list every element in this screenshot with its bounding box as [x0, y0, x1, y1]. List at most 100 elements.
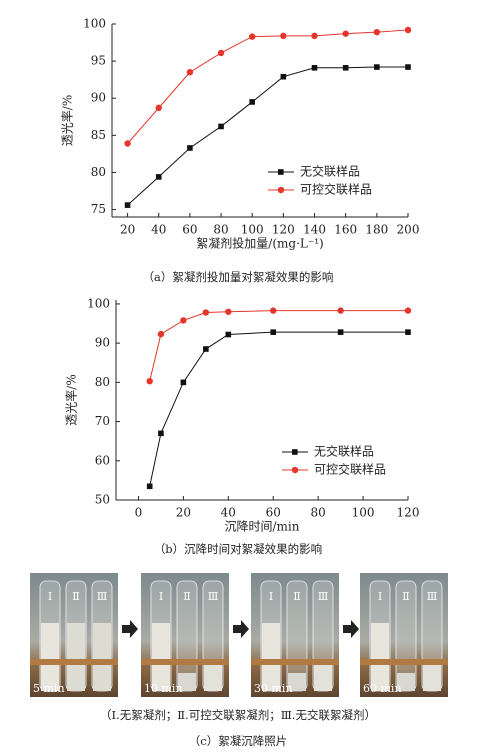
x-tick-label: 160: [334, 223, 357, 237]
marker: [311, 64, 318, 71]
liquid: [423, 663, 441, 691]
marker: [404, 26, 412, 34]
marker: [225, 331, 232, 338]
tube-label: Ⅱ: [183, 590, 190, 603]
legend-label: 可控交联样品: [314, 462, 386, 477]
marker: [270, 329, 277, 335]
marker: [337, 329, 344, 335]
marker: [218, 123, 224, 130]
marker: [155, 104, 162, 112]
legend-marker: [278, 169, 284, 175]
legend-label: 可控交联样品: [300, 182, 372, 197]
photo-time: 10 min: [144, 682, 183, 695]
marker: [225, 308, 232, 315]
liquid: [152, 623, 170, 691]
x-tick-label: 0: [135, 506, 143, 520]
y-tick-label: 100: [87, 296, 110, 310]
rack: [360, 659, 448, 665]
y-tick-label: 80: [91, 165, 106, 179]
series-line: [149, 310, 408, 382]
liquid: [397, 673, 415, 691]
marker: [202, 309, 210, 316]
marker: [124, 202, 131, 208]
marker: [217, 49, 225, 57]
x-tick-label: 180: [365, 223, 388, 237]
marker: [337, 307, 344, 314]
x-tick-label: 40: [151, 223, 166, 237]
x-tick-label: 100: [241, 223, 264, 237]
legend-label: 无交联样品: [300, 164, 360, 179]
x-axis-label: 沉降时间/min: [225, 520, 300, 534]
tube-label: Ⅲ: [97, 590, 108, 603]
marker: [342, 64, 349, 71]
y-axis-label: 透光率/%: [60, 95, 75, 146]
arrow: [233, 620, 249, 638]
y-tick-label: 85: [91, 128, 106, 142]
y-tick-label: 95: [91, 54, 106, 68]
series-line: [127, 29, 409, 144]
marker: [186, 69, 194, 76]
tube-label: Ⅰ: [48, 590, 52, 603]
marker: [124, 140, 131, 147]
arrow: [122, 620, 138, 638]
x-tick-label: 60: [182, 223, 197, 237]
marker: [373, 28, 381, 36]
liquid: [93, 623, 111, 691]
liquid: [288, 673, 306, 691]
legend-marker: [292, 449, 298, 455]
x-tick-label: 80: [311, 506, 326, 520]
y-tick-label: 90: [95, 336, 110, 350]
legend-marker: [277, 186, 285, 194]
x-tick-label: 120: [397, 506, 420, 520]
marker: [404, 307, 412, 314]
photo-caption: （c）絮凝沉降照片: [189, 734, 287, 748]
marker: [405, 64, 411, 70]
marker: [249, 33, 256, 40]
marker: [249, 99, 256, 105]
y-tick-label: 75: [91, 202, 106, 216]
marker: [280, 73, 287, 80]
y-tick-label: 60: [95, 453, 110, 467]
marker: [311, 32, 318, 40]
tube-label: Ⅰ: [159, 590, 163, 603]
x-tick-label: 140: [303, 223, 326, 237]
tube-label: Ⅰ: [269, 590, 273, 603]
x-tick-label: 100: [352, 506, 375, 520]
marker: [146, 483, 153, 490]
chart-caption: （b）沉降时间对絮凝效果的影响: [154, 542, 322, 556]
marker: [203, 346, 209, 352]
chart-caption: （a）絮凝剂投加量对絮凝效果的影响: [143, 270, 334, 284]
liquid: [314, 663, 332, 691]
liquid: [262, 623, 280, 691]
liquid: [178, 673, 196, 691]
marker: [180, 379, 187, 386]
x-tick-label: 120: [272, 223, 295, 237]
liquid: [371, 623, 389, 691]
photo-time: 60 min: [363, 682, 402, 695]
tube-label: Ⅰ: [378, 590, 382, 603]
tube-label: Ⅱ: [402, 590, 409, 603]
x-tick-label: 20: [120, 223, 135, 237]
rack: [251, 659, 339, 665]
tube-label: Ⅱ: [72, 590, 79, 603]
rack: [141, 659, 229, 665]
y-tick-label: 90: [91, 91, 106, 105]
rack: [30, 659, 118, 665]
marker: [180, 317, 187, 324]
arrow: [343, 620, 359, 638]
photo-time: 5 min: [33, 682, 65, 695]
y-tick-label: 50: [95, 493, 110, 507]
tube-label: Ⅱ: [293, 590, 300, 603]
y-tick-label: 70: [95, 414, 110, 428]
photo-strip: Ⅰ Ⅱ Ⅲ 5 min Ⅰ Ⅱ Ⅲ 10 min Ⅰ Ⅱ Ⅲ 30 min Ⅰ Ⅱ Ⅲ 60 min: [30, 573, 448, 697]
marker: [374, 64, 380, 70]
x-tick-label: 60: [266, 506, 281, 520]
marker: [158, 430, 164, 437]
x-tick-label: 20: [176, 506, 191, 520]
legend-label: 无交联样品: [314, 444, 374, 459]
x-axis-label: 絮凝剂投加量/(mg·L⁻¹): [196, 236, 323, 251]
tube-label: Ⅲ: [208, 590, 219, 603]
photo-time: 30 min: [254, 682, 293, 695]
y-tick-label: 100: [83, 17, 106, 31]
